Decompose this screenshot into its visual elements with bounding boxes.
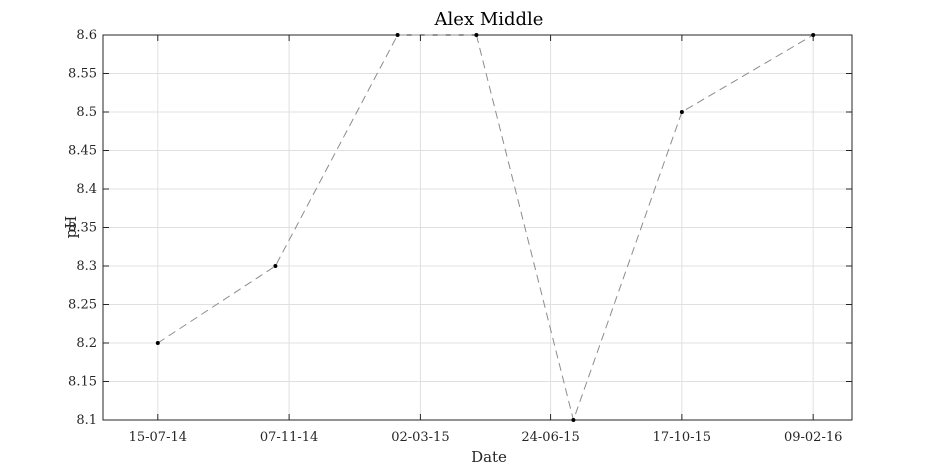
chart-title: Alex Middle bbox=[434, 9, 544, 30]
x-tick-label: 17-10-15 bbox=[653, 430, 711, 445]
y-axis-label: pH bbox=[62, 216, 80, 239]
y-tick-label: 8.15 bbox=[68, 375, 97, 390]
axis-ticks: 8.1 8.15 8.2 8.25 8.3 8.35 8.4 8.45 8.5 8.55 8.6 15… bbox=[68, 28, 852, 445]
y-tick-label: 8.2 bbox=[76, 336, 97, 351]
grid-lines bbox=[103, 34, 852, 421]
data-point bbox=[811, 33, 816, 37]
data-point bbox=[155, 341, 160, 345]
x-axis-label: Date bbox=[471, 448, 507, 466]
y-tick-label: 8.45 bbox=[68, 144, 97, 159]
x-tick-label: 15-07-14 bbox=[129, 430, 187, 445]
x-tick-label: 24-06-15 bbox=[521, 430, 579, 445]
x-tick-label: 07-11-14 bbox=[260, 430, 318, 445]
data-point bbox=[273, 264, 278, 268]
y-tick-label: 8.6 bbox=[76, 28, 97, 43]
y-tick-label: 8.25 bbox=[68, 298, 97, 313]
x-tick-label: 09-02-16 bbox=[784, 430, 842, 445]
y-tick-label: 8.5 bbox=[76, 105, 97, 120]
x-tick-label: 02-03-15 bbox=[391, 430, 449, 445]
data-point bbox=[571, 418, 576, 422]
data-point bbox=[395, 33, 400, 37]
data-point bbox=[679, 110, 684, 114]
y-tick-label: 8.3 bbox=[76, 259, 97, 274]
series-group bbox=[155, 33, 816, 422]
data-point bbox=[474, 33, 479, 37]
y-tick-label: 8.55 bbox=[68, 67, 97, 82]
y-tick-label: 8.4 bbox=[76, 182, 97, 197]
y-tick-label: 8.35 bbox=[68, 221, 97, 236]
y-tick-label: 8.1 bbox=[76, 413, 97, 428]
